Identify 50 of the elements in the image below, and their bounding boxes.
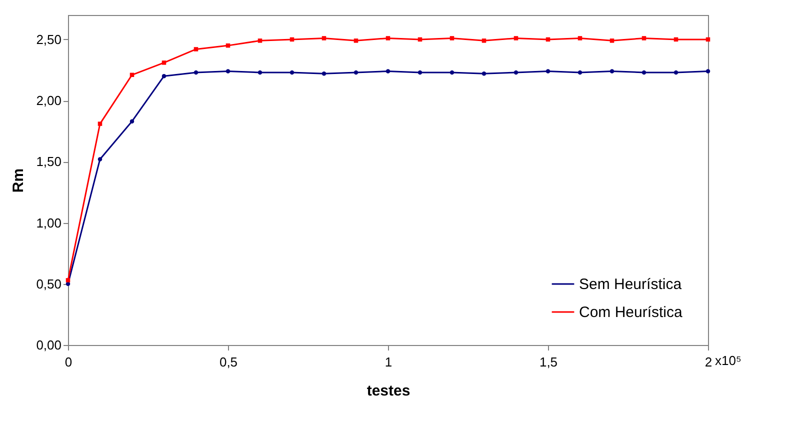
point bbox=[194, 70, 198, 75]
y-tick-label: 2,50 bbox=[36, 32, 62, 47]
point bbox=[98, 122, 102, 126]
point bbox=[194, 47, 198, 52]
x-tick-label: 1 bbox=[384, 354, 392, 370]
point bbox=[354, 70, 358, 75]
x-tick-label: 0 bbox=[64, 354, 72, 370]
point bbox=[610, 38, 614, 43]
point bbox=[162, 74, 166, 78]
y-tick-label: 0,00 bbox=[36, 338, 62, 352]
text: x10⁵ bbox=[715, 353, 742, 368]
point bbox=[450, 70, 454, 75]
y-tick-label: 2,00 bbox=[36, 93, 62, 108]
y-tick-label: 1,00 bbox=[36, 215, 62, 230]
point bbox=[130, 119, 134, 124]
point bbox=[386, 36, 390, 40]
point bbox=[514, 36, 518, 40]
point bbox=[258, 38, 262, 43]
point bbox=[162, 60, 166, 65]
point bbox=[546, 69, 550, 74]
point bbox=[290, 70, 294, 75]
y-tick-label: 1,50 bbox=[36, 154, 62, 170]
point bbox=[642, 36, 646, 40]
point bbox=[66, 278, 70, 282]
legend-label: Sem Heurística bbox=[579, 276, 682, 293]
legend-label: Com Heurística bbox=[579, 304, 684, 321]
point bbox=[226, 69, 230, 74]
point bbox=[482, 38, 486, 43]
point bbox=[418, 70, 422, 75]
point bbox=[642, 70, 646, 75]
x-tick-label: 1,5 bbox=[539, 354, 558, 370]
point bbox=[578, 70, 582, 75]
point bbox=[514, 70, 518, 75]
point bbox=[354, 38, 358, 43]
point bbox=[98, 157, 102, 162]
point bbox=[386, 69, 390, 74]
point bbox=[578, 36, 582, 40]
point bbox=[482, 72, 486, 76]
point bbox=[258, 70, 262, 75]
point bbox=[322, 36, 326, 40]
x-axis-title: testes bbox=[366, 382, 410, 400]
point bbox=[610, 69, 614, 74]
x-tick-label: 0,5 bbox=[219, 354, 238, 370]
y-tick-label: 0,50 bbox=[36, 276, 62, 292]
point bbox=[450, 36, 454, 40]
point bbox=[706, 69, 710, 74]
point bbox=[322, 72, 326, 76]
y-axis-title: Rm bbox=[10, 168, 28, 193]
x-tick-label: 2 bbox=[704, 354, 712, 370]
point bbox=[674, 70, 678, 75]
